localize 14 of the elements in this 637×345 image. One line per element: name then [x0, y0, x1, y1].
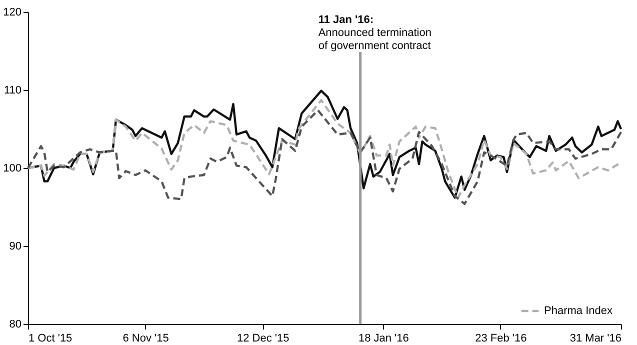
- x-tick-label: 18 Jan '16: [358, 332, 409, 344]
- y-tick-label: 120: [3, 6, 22, 18]
- legend-label: Pharma Index: [544, 305, 613, 317]
- x-tick-label: 6 Nov '15: [122, 332, 169, 344]
- ref-line-label: 11 Jan '16: Announced termination of government contract: [318, 14, 432, 52]
- x-tick-label: 12 Dec '15: [236, 332, 290, 344]
- line-series: [26, 109, 622, 205]
- x-tick-label: 1 Oct '15: [28, 332, 72, 344]
- y-tick-label: 100: [3, 162, 22, 174]
- x-tick-label: 23 Feb '16: [475, 332, 527, 344]
- y-tick-label: 90: [9, 240, 22, 252]
- x-tick-label: 31 Mar '16: [570, 332, 622, 344]
- y-tick-label: 80: [9, 318, 22, 330]
- y-tick-label: 110: [4, 84, 22, 96]
